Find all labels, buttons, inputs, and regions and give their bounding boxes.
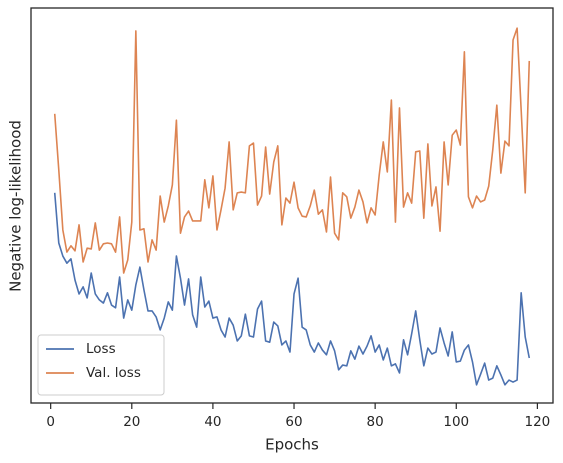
legend: Loss Val. loss: [37, 334, 165, 396]
x-tick-label: 60: [285, 414, 302, 430]
legend-box: [37, 334, 165, 396]
x-tick-label: 80: [367, 414, 384, 430]
x-axis-label: Epochs: [265, 436, 319, 454]
y-axis-label: Negative log-likelihood: [7, 120, 25, 292]
x-tick-label: 120: [524, 414, 550, 430]
legend-label: Val. loss: [86, 365, 141, 381]
x-tick-label: 100: [443, 414, 469, 430]
x-tick-label: 20: [123, 414, 140, 430]
x-tick-label: 40: [204, 414, 221, 430]
line-series: [53, 192, 531, 386]
x-tick-label: 0: [46, 414, 55, 430]
line-series: [53, 27, 531, 274]
plot-frame: [30, 7, 554, 404]
legend-label: Loss: [86, 341, 116, 357]
